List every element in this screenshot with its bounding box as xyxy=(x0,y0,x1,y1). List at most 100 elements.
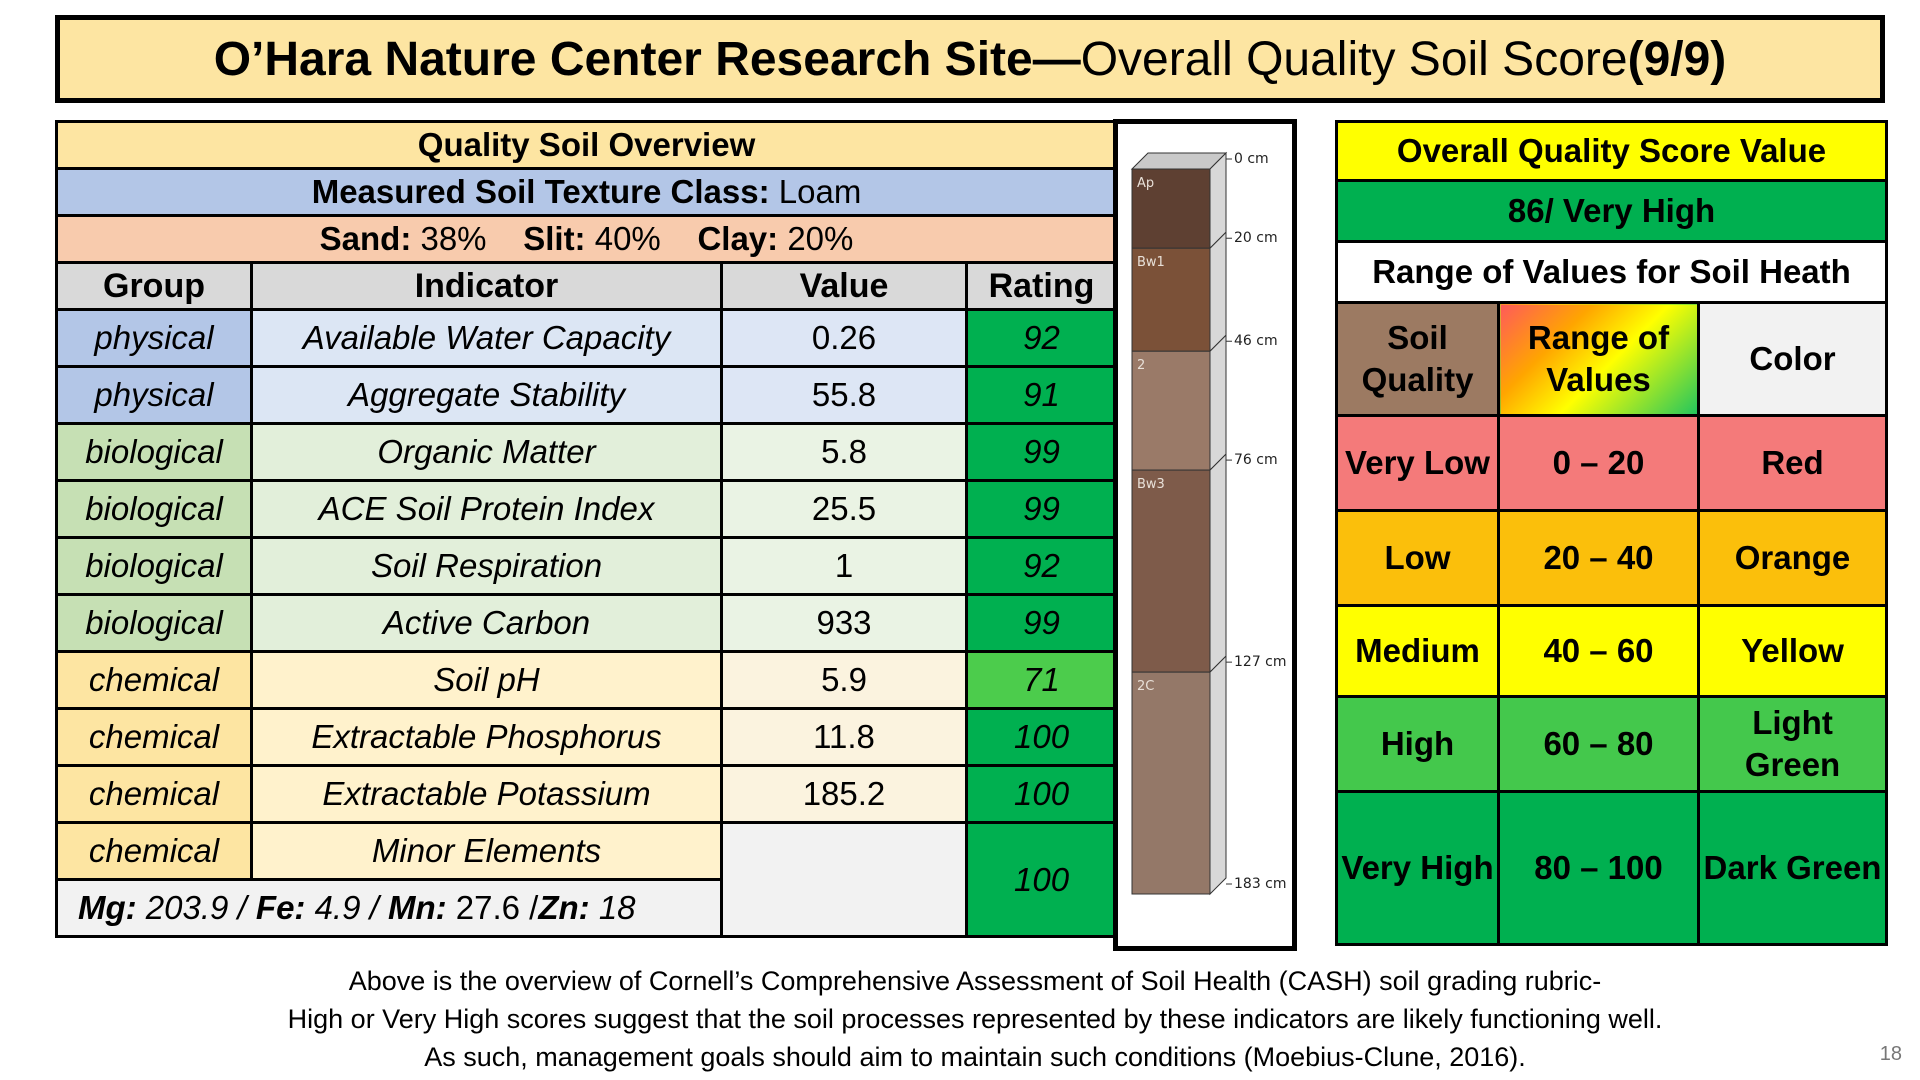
level-range: 60 – 80 xyxy=(1497,695,1700,793)
footer-note: Above is the overview of Cornell’s Compr… xyxy=(150,962,1800,1076)
soil-profile-panel: Ap Bw1 2 Bw3 2C 0 cm 20 cm 46 cm 76 cm 127 cm 183 … xyxy=(1113,119,1297,951)
overview-header: Quality Soil Overview xyxy=(54,120,1119,170)
particle-size: Sand: 38% Slit: 40% Clay: 20% xyxy=(54,214,1119,264)
group-cell: biological xyxy=(55,479,253,539)
range-header: Range of Values for Soil Heath xyxy=(1334,240,1889,304)
table-row: biological Soil Respiration 1 92 xyxy=(55,536,1119,596)
depth-label: 127 cm xyxy=(1234,654,1287,670)
indicator-cell: Extractable Phosphorus xyxy=(250,707,723,767)
page-title: O’Hara Nature Center Research Site— Overa… xyxy=(55,15,1885,103)
horizon-label: Bw1 xyxy=(1137,255,1165,270)
soil-profile-diagram: Ap Bw1 2 Bw3 2C 0 cm 20 cm 46 cm 76 cm 127 cm 183 … xyxy=(1130,151,1287,896)
table-row: chemical Extractable Potassium 185.2 100 xyxy=(55,764,1119,824)
rating-cell: 99 xyxy=(964,479,1119,539)
table-row: chemical Soil pH 5.9 71 xyxy=(55,650,1119,710)
col-color: Color xyxy=(1696,301,1889,417)
rating-cell: 100 xyxy=(964,764,1119,824)
header-group: Group xyxy=(55,261,253,311)
level-range: 40 – 60 xyxy=(1497,604,1700,698)
depth-label: 46 cm xyxy=(1234,333,1278,349)
rating-cell: 92 xyxy=(964,536,1119,596)
soil-indicator-table: Quality Soil Overview Measured Soil Text… xyxy=(54,120,1119,938)
level-color: Light Green xyxy=(1696,695,1889,793)
rating-cell: 100 xyxy=(964,707,1119,767)
footer-line: High or Very High scores suggest that th… xyxy=(287,1004,1663,1034)
col-range: Range of Values xyxy=(1497,301,1700,417)
table-row: biological Active Carbon 933 99 xyxy=(55,593,1119,653)
level-row: High 60 – 80 Light Green xyxy=(1335,695,1889,793)
indicator-cell: Organic Matter xyxy=(250,422,723,482)
group-cell: chemical xyxy=(55,707,253,767)
indicator-cell: Aggregate Stability xyxy=(250,365,723,425)
score-value: 86/ Very High xyxy=(1334,179,1889,243)
footer-line: As such, management goals should aim to … xyxy=(424,1042,1526,1072)
value-cell: 25.5 xyxy=(720,479,968,539)
rating-cell: 71 xyxy=(964,650,1119,710)
level-row: Medium 40 – 60 Yellow xyxy=(1335,604,1889,698)
group-cell: physical xyxy=(55,365,253,425)
value-cell: 933 xyxy=(720,593,968,653)
level-range: 80 – 100 xyxy=(1497,790,1700,946)
header-indicator: Indicator xyxy=(250,261,723,311)
level-quality: Medium xyxy=(1335,604,1500,698)
horizon-label: 2 xyxy=(1137,358,1145,373)
col-soil-quality: Soil Quality xyxy=(1335,301,1500,417)
value-cell: 0.26 xyxy=(720,308,968,368)
quality-score-table: Overall Quality Score Value 86/ Very Hig… xyxy=(1334,120,1889,946)
horizon-side xyxy=(1209,334,1227,472)
rating-cell: 91 xyxy=(964,365,1119,425)
depth-label: 20 cm xyxy=(1234,230,1278,246)
footer-line: Above is the overview of Cornell’s Compr… xyxy=(348,966,1602,996)
table-row: chemical Minor Elements 100 xyxy=(55,821,1119,938)
table-row: chemical Extractable Phosphorus 11.8 100 xyxy=(55,707,1119,767)
page-number: 18 xyxy=(1879,1043,1902,1065)
indicator-cell: Available Water Capacity xyxy=(250,308,723,368)
depth-label: 0 cm xyxy=(1234,151,1269,167)
table-row: biological Organic Matter 5.8 99 xyxy=(55,422,1119,482)
group-cell: physical xyxy=(55,308,253,368)
value-cell: 185.2 xyxy=(720,764,968,824)
group-cell: biological xyxy=(55,422,253,482)
level-color: Red xyxy=(1696,414,1889,512)
indicator-cell: Soil pH xyxy=(250,650,723,710)
group-cell: biological xyxy=(55,593,253,653)
value-cell: 1 xyxy=(720,536,968,596)
group-cell: chemical xyxy=(55,764,253,824)
group-cell: biological xyxy=(55,536,253,596)
indicator-cell: Extractable Potassium xyxy=(250,764,723,824)
level-color: Yellow xyxy=(1696,604,1889,698)
level-quality: Very Low xyxy=(1335,414,1500,512)
level-color: Dark Green xyxy=(1696,790,1889,946)
table-row: physical Available Water Capacity 0.26 9… xyxy=(55,308,1119,368)
level-row: Low 20 – 40 Orange xyxy=(1335,509,1889,607)
depth-label: 183 cm xyxy=(1234,876,1287,892)
level-quality: High xyxy=(1335,695,1500,793)
rating-cell: 99 xyxy=(964,593,1119,653)
value-cell xyxy=(720,821,968,938)
horizon-label: 2C xyxy=(1137,679,1154,694)
level-quality: Low xyxy=(1335,509,1500,607)
rating-cell: 100 xyxy=(964,821,1119,938)
horizon-layer xyxy=(1131,168,1211,249)
indicator-cell: ACE Soil Protein Index xyxy=(250,479,723,539)
horizon-label: Ap xyxy=(1137,176,1154,191)
horizon-layer xyxy=(1131,247,1211,352)
horizon-layer xyxy=(1131,350,1211,471)
horizon-side xyxy=(1209,654,1227,896)
minor-elements-detail: Mg: 203.9 / Fe: 4.9 / Mn: 27.6 /Zn: 18 xyxy=(55,878,723,938)
level-range: 20 – 40 xyxy=(1497,509,1700,607)
value-cell: 55.8 xyxy=(720,365,968,425)
rating-cell: 92 xyxy=(964,308,1119,368)
score-header: Overall Quality Score Value xyxy=(1334,120,1889,182)
value-cell: 11.8 xyxy=(720,707,968,767)
header-value: Value xyxy=(720,261,968,311)
indicator-cell: Minor Elements xyxy=(250,821,723,881)
value-cell: 5.8 xyxy=(720,422,968,482)
horizon-layer xyxy=(1131,671,1211,895)
depth-label: 76 cm xyxy=(1234,452,1278,468)
minor-elements-row: Mg: 203.9 / Fe: 4.9 / Mn: 27.6 /Zn: 18 xyxy=(55,878,1117,938)
horizon-label: Bw3 xyxy=(1137,477,1165,492)
level-row: Very High 80 – 100 Dark Green xyxy=(1335,790,1889,946)
horizon-layer xyxy=(1131,469,1211,673)
group-cell: chemical xyxy=(55,821,253,881)
